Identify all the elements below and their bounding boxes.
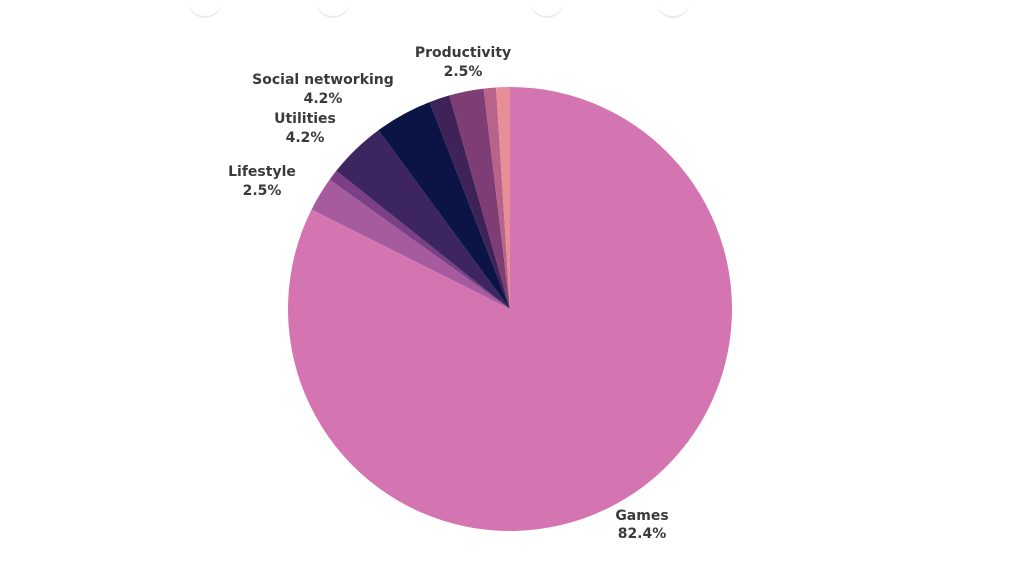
decorative-arc [530, 0, 564, 18]
label-lifestyle: Lifestyle [228, 164, 296, 180]
label-social-networking-value: 4.2% [304, 91, 343, 107]
pie-slices [288, 87, 733, 531]
pie-slice-lifestyle [311, 179, 510, 309]
label-social-networking: Social networking [252, 72, 394, 88]
pie-labels: Games 82.4% Lifestyle 2.5% Utilities 4.2… [228, 45, 669, 542]
pie-slice-unlabeled-7 [483, 87, 510, 309]
decorative-arc [188, 0, 222, 18]
label-lifestyle-value: 2.5% [243, 183, 282, 199]
pie-slice-social-networking [378, 102, 510, 309]
label-utilities-value: 4.2% [286, 130, 325, 146]
decorative-arc [656, 0, 690, 18]
pie-slice-productivity [449, 88, 510, 309]
label-productivity: Productivity [415, 45, 511, 61]
decorative-arc [316, 0, 350, 18]
pie-slice-unlabeled-5 [429, 95, 510, 310]
pie-slice-games [288, 87, 733, 531]
label-games: Games [615, 508, 668, 524]
pie-slice-unlabeled-8 [496, 87, 510, 309]
label-utilities: Utilities [274, 111, 336, 127]
label-games-value: 82.4% [618, 526, 667, 542]
label-productivity-value: 2.5% [444, 64, 483, 80]
pie-slice-unlabeled-2 [329, 170, 510, 309]
pie-slice-utilities [336, 130, 510, 309]
